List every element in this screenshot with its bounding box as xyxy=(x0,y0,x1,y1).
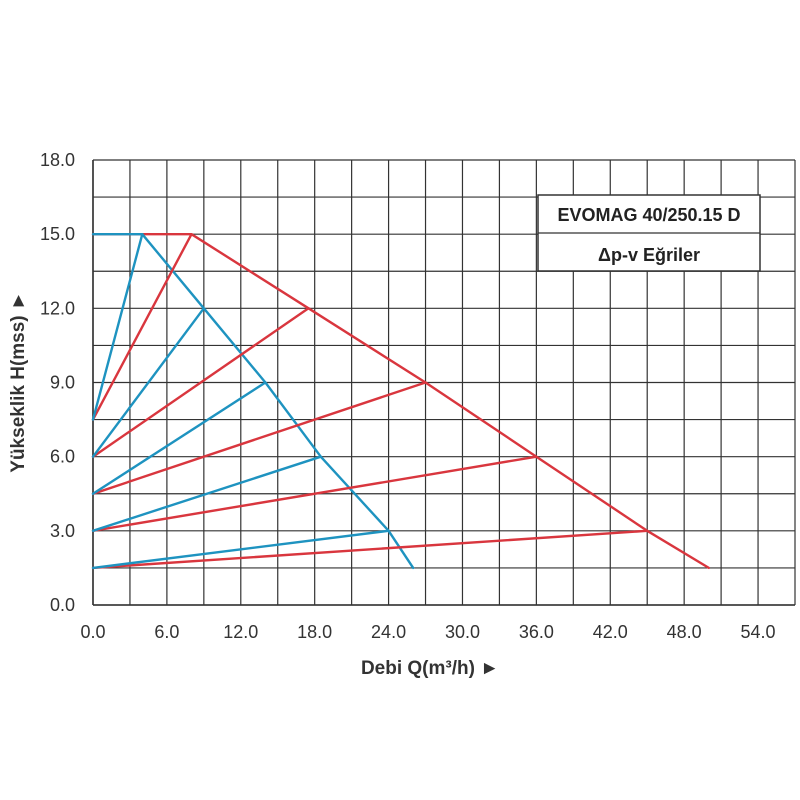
series-group xyxy=(91,232,710,570)
x-tick-label: 0.0 xyxy=(80,622,105,642)
y-tick-label: 0.0 xyxy=(50,595,75,615)
red-curve xyxy=(91,529,649,570)
grid xyxy=(92,159,796,606)
x-tick-label: 30.0 xyxy=(445,622,480,642)
x-tick-label: 48.0 xyxy=(667,622,702,642)
tick-labels: 0.0 6.0 12.0 18.0 24.0 30.0 36.0 42.0 48.0 54.0 0.… xyxy=(40,150,776,642)
x-tick-label: 6.0 xyxy=(154,622,179,642)
blue-curve xyxy=(91,307,206,458)
blue-curve xyxy=(91,381,267,495)
red-curve xyxy=(91,381,427,495)
x-axis-title: Debi Q(m³/h) ► xyxy=(361,658,499,679)
x-tick-label: 24.0 xyxy=(371,622,406,642)
red-curve xyxy=(91,232,193,421)
x-tick-label: 54.0 xyxy=(741,622,776,642)
x-tick-label: 36.0 xyxy=(519,622,554,642)
y-tick-label: 9.0 xyxy=(50,373,75,393)
x-tick-label: 12.0 xyxy=(223,622,258,642)
chart-subtitle: Δp-v Eğriler xyxy=(598,245,700,265)
chart-title: EVOMAG 40/250.15 D xyxy=(557,205,740,225)
blue-curve xyxy=(91,232,144,421)
blue-curve xyxy=(91,232,415,570)
y-tick-label: 12.0 xyxy=(40,298,75,318)
blue-curve xyxy=(91,455,322,532)
y-axis-title: Yükseklik H(mss) ► xyxy=(8,291,29,472)
legend-box: EVOMAG 40/250.15 D Δp-v Eğriler xyxy=(537,194,761,272)
blue-curve xyxy=(91,529,390,570)
y-tick-label: 15.0 xyxy=(40,224,75,244)
y-tick-label: 6.0 xyxy=(50,447,75,467)
y-tick-label: 3.0 xyxy=(50,521,75,541)
x-tick-label: 18.0 xyxy=(297,622,332,642)
red-curve xyxy=(91,455,538,532)
x-tick-label: 42.0 xyxy=(593,622,628,642)
red-curve xyxy=(91,307,310,458)
y-tick-label: 18.0 xyxy=(40,150,75,170)
